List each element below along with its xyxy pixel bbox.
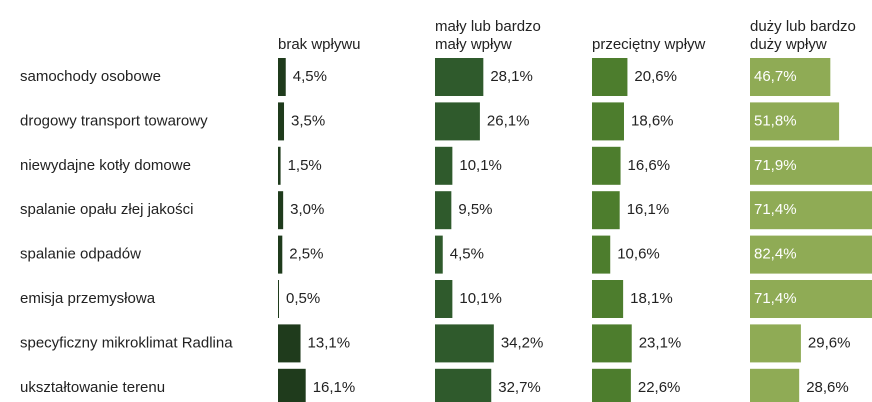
row-label: drogowy transport towarowy [20, 112, 208, 129]
bar [435, 324, 494, 363]
value-label: 28,1% [490, 68, 533, 85]
value-label: 2,5% [289, 246, 323, 263]
bar [278, 368, 306, 402]
bar [592, 58, 628, 96]
bar [435, 58, 484, 96]
value-label: 10,6% [617, 246, 660, 263]
value-label: 82,4% [754, 246, 797, 263]
value-label: 26,1% [487, 112, 530, 129]
row-label: spalanie opału złej jakości [20, 201, 193, 218]
column-header: brak wpływu [278, 36, 361, 53]
value-label: 29,6% [808, 334, 851, 351]
bar [278, 58, 286, 96]
column-header: przeciętny wpływ [592, 36, 706, 53]
bar [278, 146, 281, 185]
bar [435, 368, 492, 402]
bar [750, 191, 872, 230]
bar [592, 146, 621, 185]
value-label: 71,9% [754, 157, 797, 174]
row-label: ukształtowanie terenu [20, 379, 165, 396]
bar [750, 235, 872, 274]
value-label: 10,1% [459, 157, 502, 174]
bar [435, 102, 480, 141]
bar [750, 368, 800, 402]
bar [750, 280, 872, 318]
bar [435, 146, 453, 185]
bar [278, 102, 285, 141]
value-label: 0,5% [286, 290, 320, 307]
value-label: 13,1% [308, 334, 351, 351]
bar [750, 324, 801, 363]
value-label: 3,5% [291, 112, 325, 129]
value-label: 34,2% [501, 334, 544, 351]
value-label: 23,1% [639, 334, 682, 351]
value-label: 16,1% [313, 379, 356, 396]
value-label: 4,5% [293, 68, 327, 85]
bar [278, 324, 301, 363]
value-label: 28,6% [806, 379, 849, 396]
value-label: 32,7% [498, 379, 541, 396]
column-header: mały lub bardzo mały wpływ [435, 18, 541, 53]
value-label: 22,6% [638, 379, 681, 396]
row-label: samochody osobowe [20, 68, 161, 85]
bar [592, 191, 620, 230]
value-label: 3,0% [290, 201, 324, 218]
value-label: 10,1% [459, 290, 502, 307]
row-label: emisja przemysłowa [20, 290, 156, 307]
value-label: 18,6% [631, 112, 674, 129]
bar [592, 368, 631, 402]
bar [592, 102, 624, 141]
value-label: 20,6% [634, 68, 677, 85]
value-label: 71,4% [754, 201, 797, 218]
value-label: 16,6% [628, 157, 671, 174]
bar [278, 280, 279, 318]
bar [278, 191, 284, 230]
column-header: duży lub bardzo duży wpływ [750, 18, 856, 53]
bar [750, 102, 840, 141]
bar [750, 146, 872, 185]
bar [750, 58, 831, 96]
row-label: niewydajne kotły domowe [20, 157, 191, 174]
value-label: 71,4% [754, 290, 797, 307]
bar [592, 280, 624, 318]
bar [592, 324, 632, 363]
value-label: 46,7% [754, 68, 797, 85]
value-label: 51,8% [754, 112, 797, 129]
value-label: 18,1% [630, 290, 673, 307]
bar [435, 280, 453, 318]
bar [278, 235, 283, 274]
value-label: 1,5% [288, 157, 322, 174]
row-label: spalanie odpadów [20, 246, 141, 263]
value-label: 16,1% [627, 201, 670, 218]
bar [435, 235, 443, 274]
bar [435, 191, 452, 230]
value-label: 4,5% [450, 246, 484, 263]
value-label: 9,5% [458, 201, 492, 218]
bar [592, 235, 611, 274]
row-label: specyficzny mikroklimat Radlina [20, 334, 233, 351]
